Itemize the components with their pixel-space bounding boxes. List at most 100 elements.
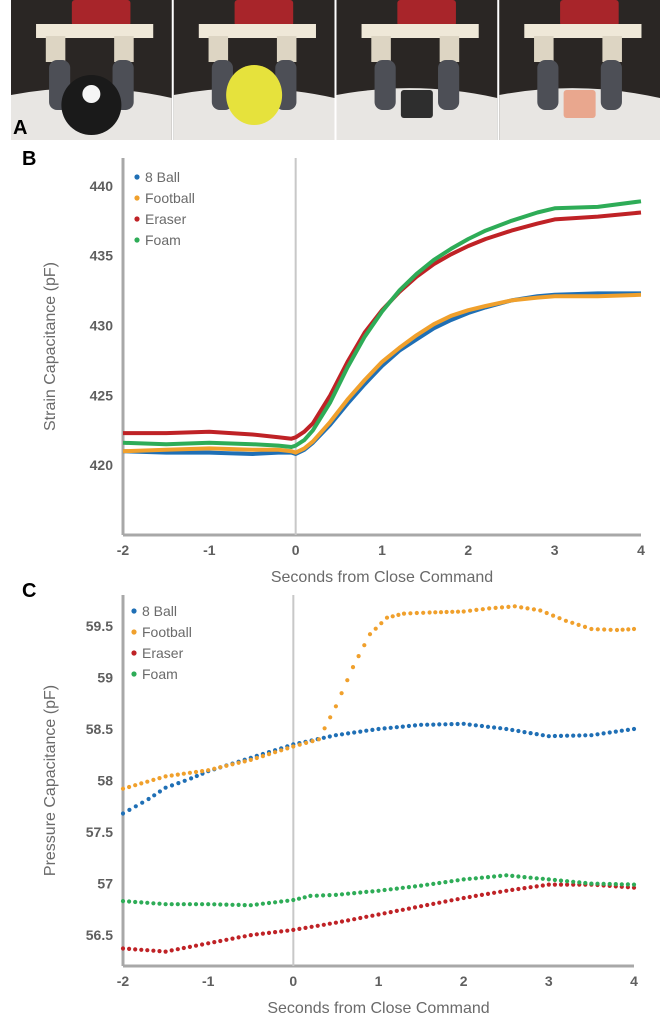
data-point — [236, 935, 241, 940]
photo-finger-mount-right — [114, 36, 134, 62]
data-point — [358, 890, 363, 895]
data-point — [534, 732, 539, 737]
data-point — [577, 880, 582, 885]
data-point — [358, 729, 363, 734]
data-point — [358, 915, 363, 921]
data-point — [127, 899, 132, 904]
data-point — [631, 885, 637, 890]
data-point — [558, 733, 564, 738]
object-eraser — [400, 90, 433, 118]
data-point — [224, 937, 229, 942]
photo-finger-left — [537, 60, 559, 110]
data-point — [480, 607, 485, 612]
x-axis-title: Seconds from Close Command — [271, 569, 493, 586]
data-point — [546, 882, 551, 887]
data-point — [333, 920, 338, 925]
data-point — [461, 895, 466, 901]
data-point — [193, 943, 199, 948]
legend-marker — [131, 671, 137, 677]
data-point — [356, 654, 361, 659]
data-point — [297, 742, 302, 747]
y-tick-label: 430 — [90, 318, 114, 334]
data-point — [260, 901, 265, 906]
object-foam — [563, 90, 596, 118]
data-point — [626, 627, 631, 632]
data-point — [443, 899, 448, 904]
y-tick-label: 420 — [90, 457, 114, 473]
legend-item-foam: Foam — [134, 232, 181, 248]
data-point — [412, 884, 418, 889]
data-point — [236, 902, 241, 907]
x-tick-label: 4 — [630, 973, 638, 989]
data-point — [528, 885, 533, 890]
data-point — [552, 877, 558, 883]
data-point — [468, 608, 473, 613]
data-point — [248, 757, 253, 762]
data-point — [370, 913, 375, 918]
data-point — [498, 889, 503, 894]
data-point — [376, 726, 381, 732]
legend: 8 Ball Football Eraser Foam — [134, 169, 195, 248]
data-point — [485, 891, 491, 896]
series-8-ball — [120, 721, 637, 816]
data-point — [438, 610, 444, 615]
data-point — [163, 774, 168, 779]
data-point — [266, 752, 272, 757]
data-point — [608, 627, 613, 632]
data-point — [601, 731, 606, 736]
data-point — [169, 783, 175, 788]
data-point — [631, 726, 637, 732]
data-point — [120, 899, 126, 904]
legend-marker — [131, 608, 137, 614]
data-point — [187, 902, 192, 907]
data-point — [352, 891, 357, 896]
photo-strip — [11, 0, 660, 140]
data-point — [619, 882, 624, 887]
data-point — [388, 887, 393, 892]
x-axis-title: Seconds from Close Command — [267, 1000, 489, 1017]
data-point — [127, 784, 132, 790]
data-point — [333, 892, 338, 897]
x-tick-label: 4 — [637, 542, 645, 558]
data-point — [254, 755, 259, 761]
data-point — [540, 876, 545, 881]
data-point — [390, 614, 395, 619]
data-point — [450, 609, 455, 614]
data-point — [516, 886, 521, 892]
data-point — [321, 922, 326, 927]
legend-marker — [134, 237, 140, 243]
data-point — [279, 929, 284, 934]
photo-football — [173, 0, 335, 140]
x-tick-label: 2 — [464, 542, 472, 558]
data-point — [492, 725, 497, 730]
data-point — [367, 632, 373, 637]
data-point — [613, 729, 618, 734]
data-point — [595, 732, 600, 737]
data-point — [163, 949, 168, 954]
data-point — [127, 946, 132, 951]
data-point — [285, 928, 290, 933]
data-point — [169, 773, 174, 778]
data-point — [327, 921, 332, 926]
data-point — [540, 733, 545, 738]
data-point — [151, 901, 156, 906]
data-point — [444, 609, 449, 615]
photo-gripper-plate — [36, 24, 154, 38]
data-point — [400, 907, 405, 912]
series-foam — [120, 873, 637, 908]
data-point — [133, 947, 138, 952]
data-point — [316, 737, 321, 742]
photo-finger-mount-left — [371, 36, 391, 62]
data-point — [242, 903, 247, 908]
data-point — [467, 876, 472, 881]
data-point — [200, 942, 205, 947]
legend-marker — [131, 629, 137, 635]
data-point — [498, 873, 503, 878]
data-point — [479, 892, 484, 897]
data-point — [510, 887, 515, 892]
data-point — [370, 889, 375, 894]
data-point — [540, 883, 545, 888]
data-point — [506, 604, 511, 609]
data-point — [187, 944, 192, 949]
photo-gripper-motor — [71, 0, 131, 26]
